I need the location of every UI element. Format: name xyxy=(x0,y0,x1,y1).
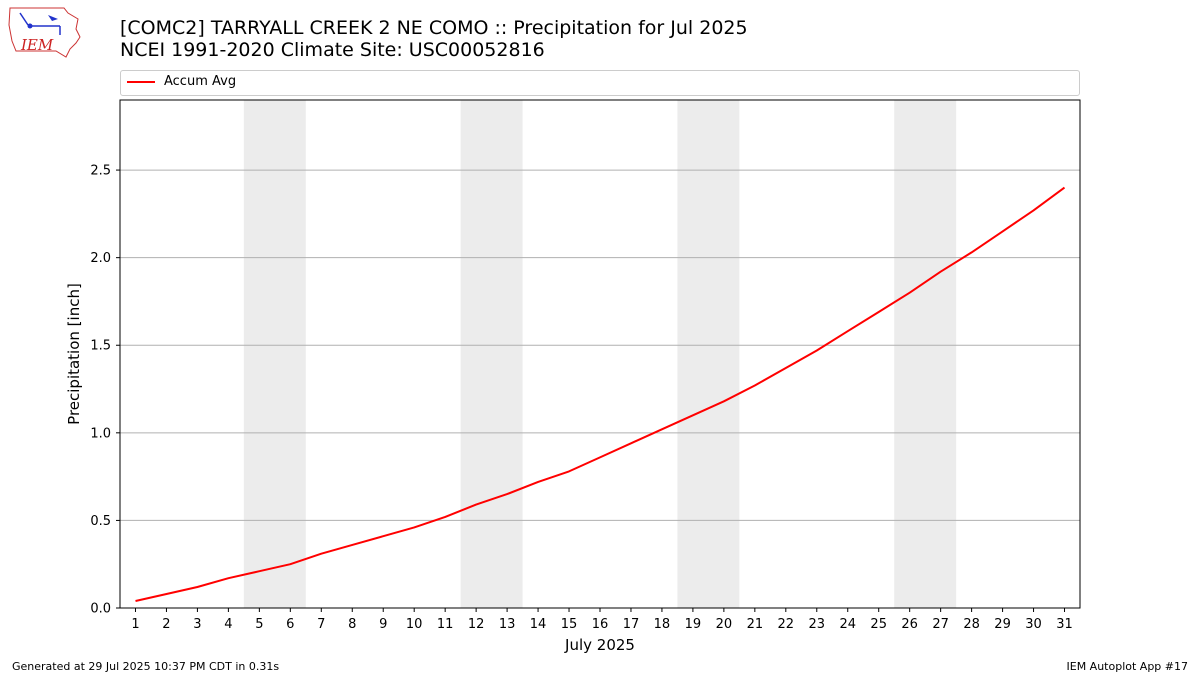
chart-title: [COMC2] TARRYALL CREEK 2 NE COMO :: Prec… xyxy=(120,17,748,39)
x-tick-label: 25 xyxy=(870,617,887,632)
x-tick-label: 6 xyxy=(286,617,294,632)
x-tick-label: 14 xyxy=(530,617,547,632)
x-tick-label: 21 xyxy=(747,617,764,632)
x-tick-label: 18 xyxy=(654,617,671,632)
x-tick-label: 28 xyxy=(963,617,980,632)
x-tick-label: 29 xyxy=(994,617,1011,632)
x-tick-label: 20 xyxy=(716,617,733,632)
y-tick-label: 1.0 xyxy=(90,426,111,441)
x-tick-label: 31 xyxy=(1056,617,1073,632)
x-tick-label: 2 xyxy=(162,617,170,632)
footer-generated: Generated at 29 Jul 2025 10:37 PM CDT in… xyxy=(12,660,280,673)
x-tick-label: 16 xyxy=(592,617,609,632)
legend-line-swatch xyxy=(127,81,155,83)
x-tick-label: 27 xyxy=(932,617,949,632)
legend: Accum Avg xyxy=(120,70,1080,96)
footer-app: IEM Autoplot App #17 xyxy=(1066,660,1189,673)
y-tick-label: 0.5 xyxy=(90,514,111,529)
x-tick-label: 8 xyxy=(348,617,356,632)
x-tick-label: 12 xyxy=(468,617,485,632)
x-tick-label: 30 xyxy=(1025,617,1042,632)
x-tick-label: 19 xyxy=(685,617,702,632)
x-tick-label: 5 xyxy=(255,617,263,632)
y-axis-label: Precipitation [inch] xyxy=(65,283,83,425)
logo-text: IEM xyxy=(20,36,54,54)
x-tick-label: 15 xyxy=(561,617,578,632)
x-tick-label: 9 xyxy=(379,617,387,632)
x-tick-label: 10 xyxy=(406,617,423,632)
x-tick-label: 11 xyxy=(437,617,454,632)
x-tick-label: 4 xyxy=(224,617,232,632)
weekend-band xyxy=(460,100,523,608)
y-tick-label: 0.0 xyxy=(90,602,111,617)
x-tick-label: 13 xyxy=(499,617,516,632)
series-line-accum-avg xyxy=(135,186,1066,602)
x-tick-label: 23 xyxy=(809,617,826,632)
x-tick-label: 3 xyxy=(193,617,201,632)
iem-logo: IEM xyxy=(8,7,81,58)
x-axis-label: July 2025 xyxy=(564,636,635,654)
y-tick-label: 2.5 xyxy=(90,164,111,179)
x-tick-label: 7 xyxy=(317,617,325,632)
x-tick-label: 24 xyxy=(839,617,856,632)
y-tick-label: 1.5 xyxy=(90,339,111,354)
y-tick-label: 2.0 xyxy=(90,251,111,266)
legend-label: Accum Avg xyxy=(164,74,237,89)
x-tick-label: 17 xyxy=(623,617,640,632)
weekend-band xyxy=(677,100,740,608)
x-tick-label: 26 xyxy=(901,617,918,632)
x-tick-label: 22 xyxy=(778,617,795,632)
weekend-band xyxy=(243,100,306,608)
chart-subtitle: NCEI 1991-2020 Climate Site: USC00052816 xyxy=(120,39,545,61)
weekend-band xyxy=(894,100,957,608)
x-tick-label: 1 xyxy=(131,617,139,632)
